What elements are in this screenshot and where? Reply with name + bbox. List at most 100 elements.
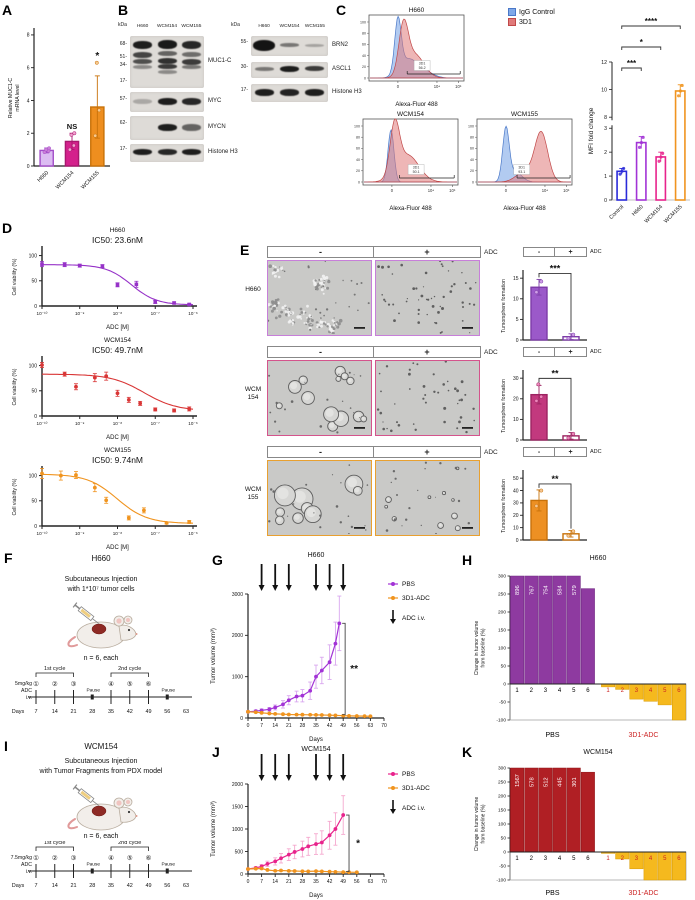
legend-swatch <box>508 8 516 16</box>
b-band <box>133 41 153 50</box>
svg-text:1: 1 <box>515 856 519 862</box>
b-mk: 57- <box>119 96 127 102</box>
b-band <box>157 64 177 70</box>
svg-text:from baseline (%): from baseline (%) <box>481 804 487 844</box>
b-band <box>133 149 153 156</box>
svg-text:0: 0 <box>503 682 506 688</box>
svg-text:56.2: 56.2 <box>419 66 426 70</box>
svg-text:ADC [M]: ADC [M] <box>106 325 129 331</box>
b-name: MYCN <box>208 124 226 130</box>
b-band <box>181 40 201 49</box>
b-name: Histone H3 <box>332 89 362 95</box>
svg-text:4: 4 <box>649 688 653 694</box>
svg-text:35: 35 <box>108 709 114 715</box>
waterfall-chart-h660: H660 300 250 200 150 100 50 0 -50 -100 Change in t… <box>452 550 694 747</box>
b-band <box>157 50 177 56</box>
svg-text:PBS: PBS <box>545 732 559 739</box>
svg-text:40: 40 <box>470 158 474 162</box>
adc-minus-cell: - <box>267 246 374 258</box>
mouse-illustration <box>6 781 196 831</box>
svg-text:200: 200 <box>498 610 506 616</box>
svg-text:0: 0 <box>34 524 37 530</box>
b-band <box>305 44 325 47</box>
svg-text:WCM155: WCM155 <box>663 204 683 224</box>
b-lane: WCM155 <box>181 24 202 29</box>
adc-label: ADC <box>590 249 602 255</box>
b-band <box>133 64 153 69</box>
svg-text:4: 4 <box>27 98 30 104</box>
svg-text:50: 50 <box>501 664 507 670</box>
svg-text:3D1-ADC: 3D1-ADC <box>629 890 659 897</box>
svg-text:579: 579 <box>572 585 578 595</box>
svg-text:150: 150 <box>498 808 506 814</box>
svg-text:10⁻¹⁰: 10⁻¹⁰ <box>37 531 48 536</box>
b-lane: WCM154 <box>157 24 177 29</box>
svg-text:56: 56 <box>164 709 170 715</box>
adc-plus-cell: + <box>374 446 481 458</box>
n-per-group-label: n = 6, each <box>83 833 119 841</box>
adc-plus-cell: + <box>555 347 587 357</box>
panel-label-e: E <box>240 242 250 258</box>
b-name: BRN2 <box>332 42 349 48</box>
svg-text:80: 80 <box>470 136 474 140</box>
svg-text:10⁻⁸: 10⁻⁸ <box>113 421 123 426</box>
svg-text:4: 4 <box>649 856 653 862</box>
svg-text:56: 56 <box>164 883 170 889</box>
svg-text:②: ② <box>52 854 58 862</box>
svg-text:7: 7 <box>260 723 263 729</box>
svg-text:①: ① <box>33 854 39 862</box>
schematic-wcm154: WCM154 Subcutaneous Injection with Tumor… <box>6 740 196 900</box>
adc-minus-cell: - <box>523 247 555 257</box>
svg-text:2000: 2000 <box>232 633 243 639</box>
svg-text:3: 3 <box>635 856 639 862</box>
svg-text:Alexa-Fluor 488: Alexa-Fluor 488 <box>389 206 432 212</box>
svg-text:Pause: Pause <box>161 688 175 694</box>
schematic-title: H660 <box>91 554 111 563</box>
svg-text:8: 8 <box>604 115 607 121</box>
tumorsphere-image-untreated <box>267 460 372 536</box>
svg-text:H660: H660 <box>590 555 607 562</box>
svg-text:Cell viability (%): Cell viability (%) <box>12 258 18 295</box>
svg-text:60: 60 <box>362 43 366 47</box>
svg-text:PBS: PBS <box>402 771 416 778</box>
svg-text:0: 0 <box>391 188 394 193</box>
b-band <box>305 88 325 96</box>
legend-swatch <box>508 18 516 26</box>
svg-text:Cell viability (%): Cell viability (%) <box>12 368 18 405</box>
svg-text:10⁻⁹: 10⁻⁹ <box>75 311 85 316</box>
svg-text:0: 0 <box>472 180 474 184</box>
svg-text:30: 30 <box>513 376 519 382</box>
svg-text:***: *** <box>627 59 637 68</box>
svg-text:63: 63 <box>183 883 189 889</box>
svg-text:Tumorsphere formation: Tumorsphere formation <box>501 279 507 333</box>
panel-label-d: D <box>2 220 13 236</box>
b-mk: 55- <box>240 39 248 45</box>
svg-text:③: ③ <box>71 680 77 688</box>
svg-text:30: 30 <box>513 501 519 507</box>
svg-text:WCM154: WCM154 <box>55 170 75 190</box>
svg-text:ADC: ADC <box>21 688 32 694</box>
b-band <box>133 99 153 104</box>
svg-text:15: 15 <box>513 276 519 282</box>
b-band <box>157 98 177 105</box>
tumorsphere-row-label: WCM 154 <box>244 386 262 402</box>
dosing-timeline: 7.5mg/kg ADC i.v. ① ② ③ ④ ⑤ ⑥ Pause Pause 1st cycle… <box>6 840 196 900</box>
svg-text:100: 100 <box>498 822 506 828</box>
svg-text:3D1-ADC: 3D1-ADC <box>402 785 430 792</box>
svg-text:**: ** <box>551 368 559 378</box>
svg-text:70: 70 <box>381 723 387 729</box>
svg-text:100: 100 <box>360 20 366 24</box>
b-band <box>133 58 153 64</box>
svg-text:6: 6 <box>27 65 30 71</box>
image-adc-header: - + ADC <box>267 346 498 358</box>
svg-text:Tumorsphere formation: Tumorsphere formation <box>501 479 507 533</box>
svg-text:250: 250 <box>498 592 506 598</box>
svg-text:*: * <box>640 38 644 47</box>
svg-text:40: 40 <box>356 158 360 162</box>
svg-text:1567: 1567 <box>515 774 521 787</box>
svg-text:7: 7 <box>34 709 37 715</box>
tumorsphere-image-untreated <box>267 260 372 336</box>
chart-adc-header: - + ADC <box>523 247 602 257</box>
svg-text:IC50: 23.6nM: IC50: 23.6nM <box>92 235 143 245</box>
flow-histogram-h660: H660 0 20 40 60 80 100 3D1 56.2 0 10⁴ 10⁵ Alexa-Fluo… <box>352 4 468 113</box>
